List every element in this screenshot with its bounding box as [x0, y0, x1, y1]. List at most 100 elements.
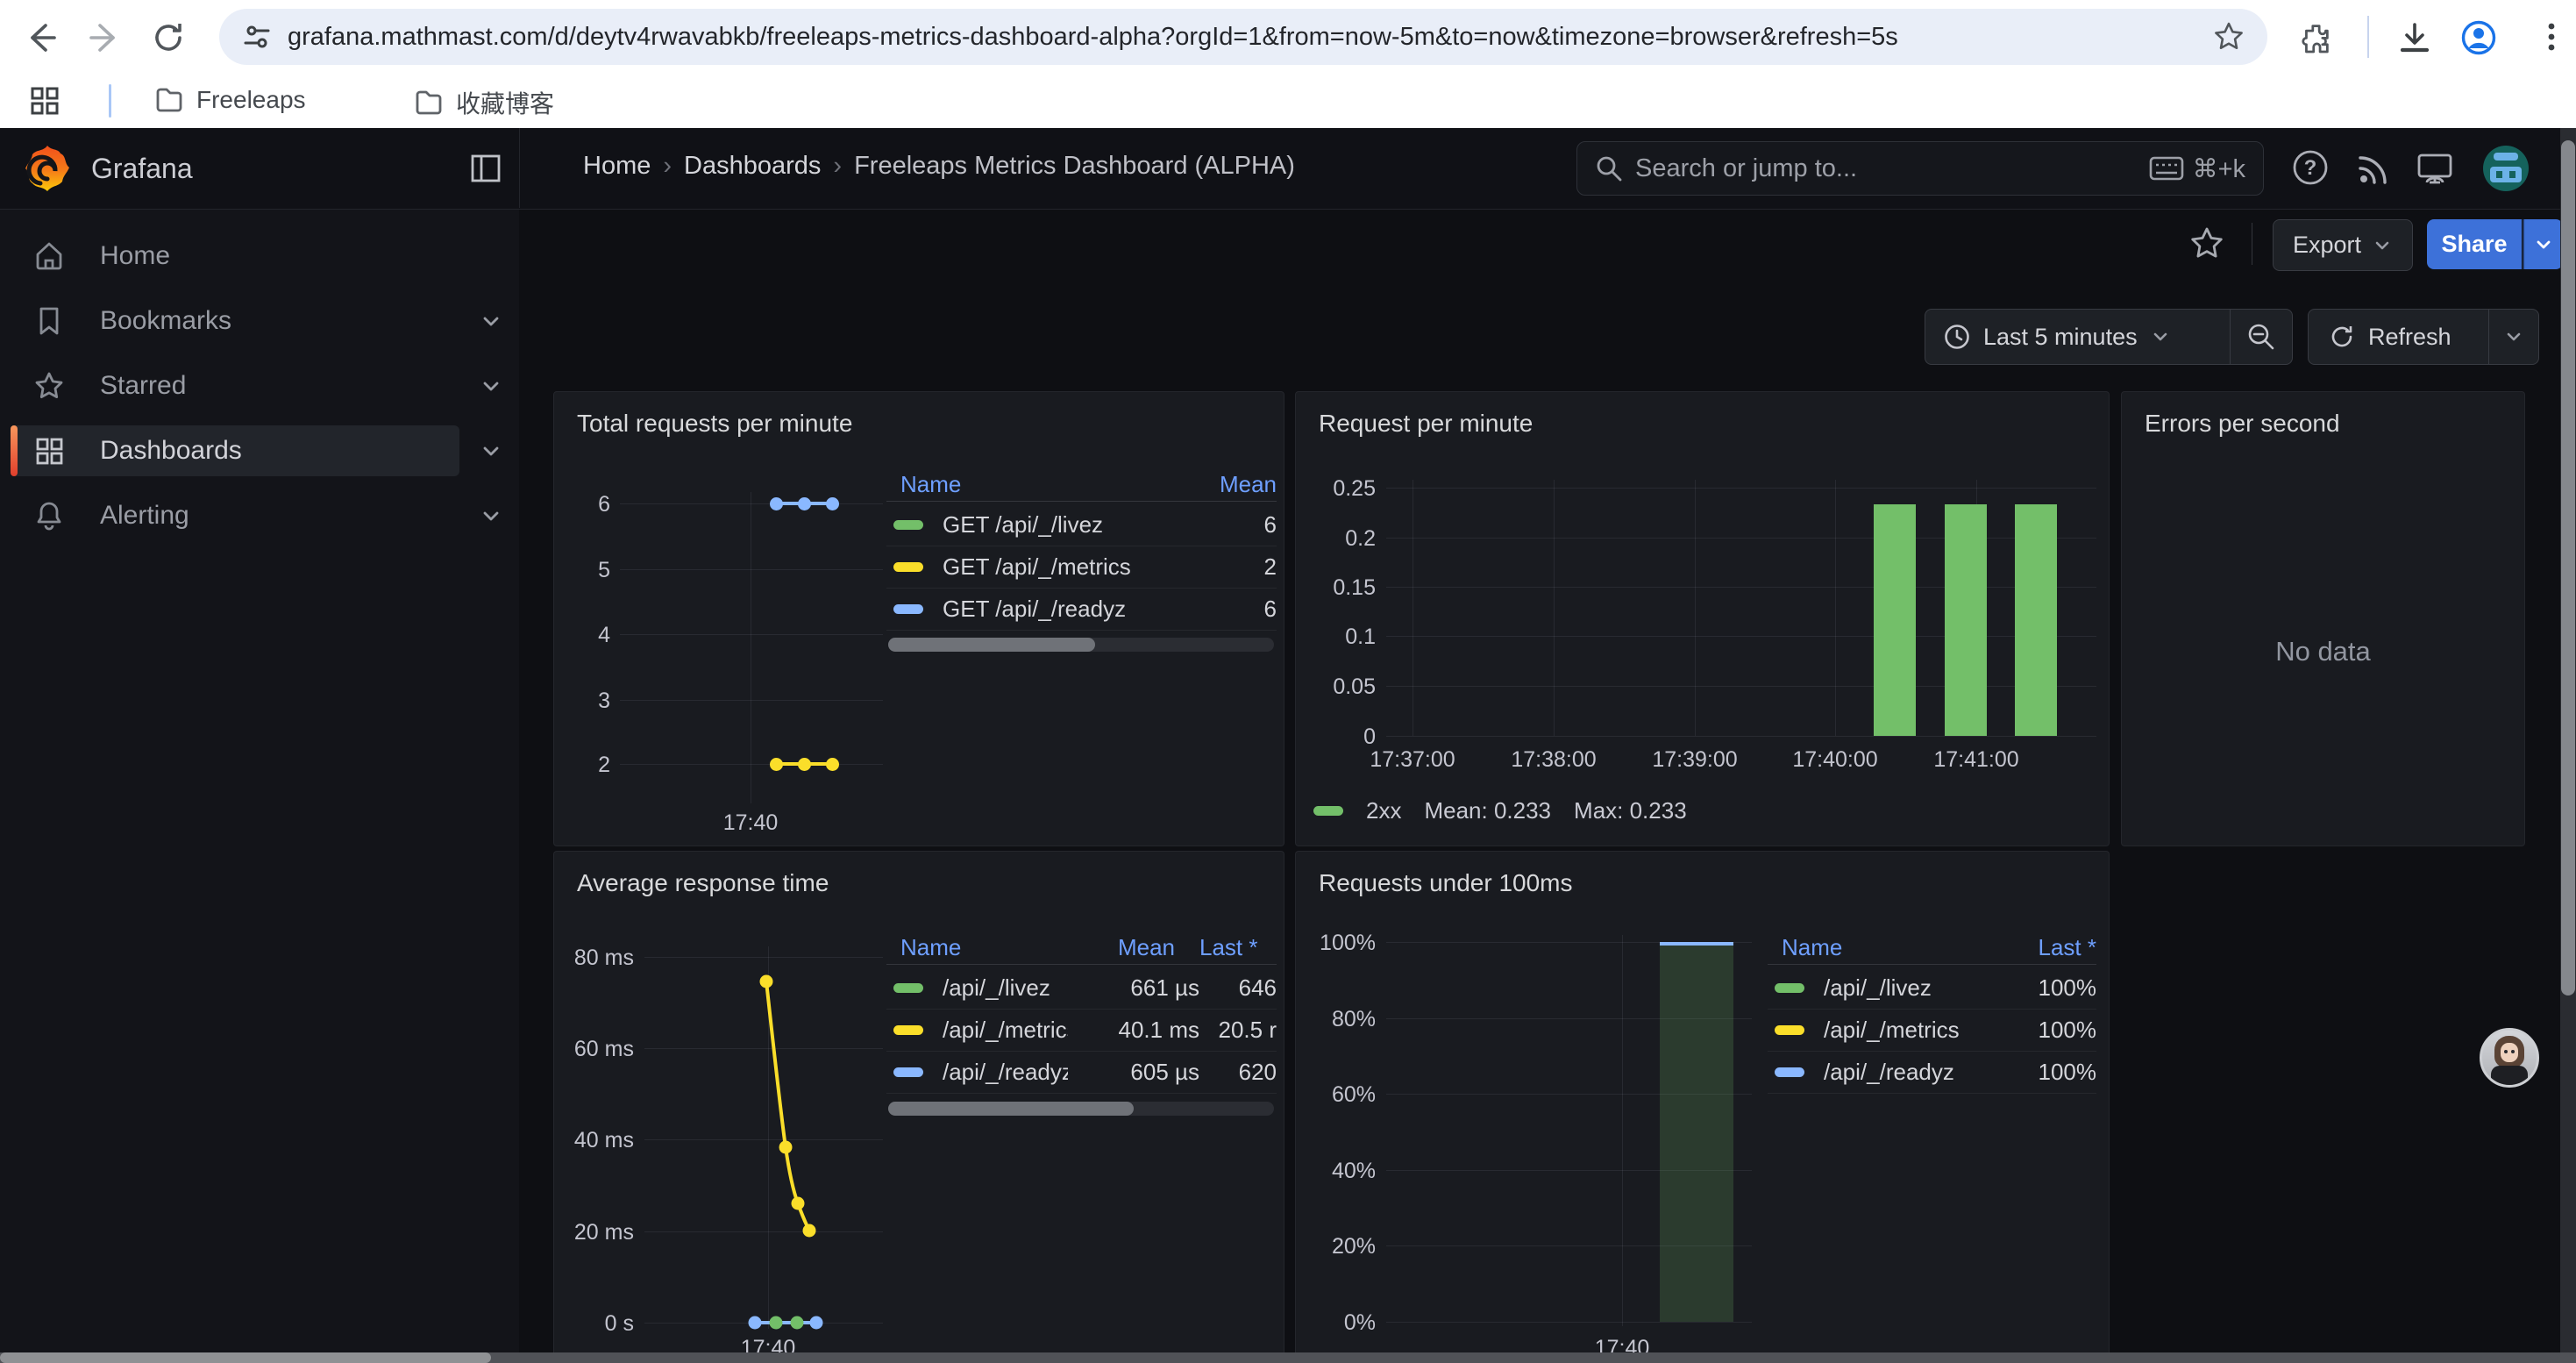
y-tick: 40%	[1331, 1159, 1376, 1183]
legend-row[interactable]: /api/_/metrics 40.1 ms 20.5 r	[886, 1010, 1277, 1052]
legend-col-name[interactable]: Name	[900, 470, 962, 497]
bar-2xx[interactable]	[1945, 504, 1987, 736]
breadcrumb-dashboards[interactable]: Dashboards	[684, 152, 822, 180]
legend-col-name[interactable]: Name	[1782, 933, 1843, 960]
sidebar-item-home[interactable]: Home	[0, 231, 519, 282]
x-tick: 17:41:00	[1933, 747, 2019, 772]
data-point[interactable]	[798, 758, 811, 771]
series-name[interactable]: /api/_/readyz	[1824, 1059, 1954, 1085]
panel-title[interactable]: Errors per second	[2145, 410, 2340, 437]
extensions-icon[interactable]	[2299, 21, 2332, 54]
series-name[interactable]: GET /api/_/metrics	[943, 553, 1131, 580]
time-range-picker[interactable]: Last 5 minutes	[1925, 323, 2230, 351]
data-point[interactable]	[798, 497, 811, 510]
legend-scrollbar-thumb[interactable]	[888, 1102, 1134, 1116]
series-name[interactable]: 2xx	[1366, 797, 1402, 824]
download-icon[interactable]	[2397, 21, 2432, 56]
bookmark-star-icon[interactable]	[2213, 21, 2245, 53]
news-rss-icon[interactable]	[2355, 149, 2394, 188]
apps-grid-icon[interactable]	[30, 86, 60, 116]
data-point[interactable]	[770, 497, 783, 510]
refresh-interval-button[interactable]	[2489, 326, 2538, 347]
browser-menu-icon[interactable]	[2534, 19, 2569, 54]
legend-col-last[interactable]: Last *	[1199, 933, 1258, 960]
chevron-down-icon[interactable]	[479, 503, 503, 528]
bookmark-folder-freeleaps[interactable]: Freeleaps	[154, 85, 306, 115]
series-name[interactable]: GET /api/_/readyz	[943, 596, 1127, 622]
help-icon[interactable]: ?	[2290, 147, 2330, 188]
legend-row[interactable]: /api/_/metrics 100%	[1768, 1010, 2096, 1052]
group-divider	[2488, 310, 2489, 364]
chevron-down-icon[interactable]	[479, 309, 503, 333]
browser-profile-icon[interactable]	[2460, 19, 2497, 56]
series-name[interactable]: /api/_/readyz	[943, 1059, 1068, 1085]
sidebar-label: Dashboards	[100, 436, 242, 465]
topnav-left: Grafana	[0, 128, 520, 208]
no-data-message: No data	[2275, 636, 2371, 667]
bar-2xx[interactable]	[2015, 504, 2057, 736]
back-icon[interactable]	[25, 21, 58, 54]
legend-row[interactable]: /api/_/livez 100%	[1768, 967, 2096, 1010]
search-input[interactable]: Search or jump to... ⌘+k	[1576, 141, 2264, 196]
brand-name[interactable]: Grafana	[91, 153, 193, 184]
grafana-logo[interactable]	[23, 144, 72, 193]
breadcrumb-home[interactable]: Home	[583, 152, 651, 180]
series-name[interactable]: /api/_/livez	[943, 974, 1050, 1001]
folder-icon	[156, 88, 182, 112]
url-text[interactable]: grafana.mathmast.com/d/deytv4rwavabkb/fr…	[288, 22, 1898, 51]
zoom-out-button[interactable]	[2231, 322, 2292, 352]
legend-col-name[interactable]: Name	[900, 933, 962, 960]
gridline	[1386, 686, 2096, 687]
share-button[interactable]: Share	[2427, 219, 2522, 269]
horizontal-scrollbar-thumb[interactable]	[0, 1352, 491, 1363]
series-name[interactable]: /api/_/metrics	[1824, 1017, 1960, 1043]
legend-row[interactable]: GET /api/_/metrics 2	[886, 546, 1277, 589]
legend-col-mean[interactable]: Mean	[1219, 470, 1277, 497]
panel-title[interactable]: Total requests per minute	[577, 410, 853, 437]
legend-row[interactable]: /api/_/livez 661 µs 646	[886, 967, 1277, 1010]
export-button[interactable]: Export	[2273, 219, 2413, 271]
kiosk-monitor-icon[interactable]	[2415, 149, 2455, 189]
sidebar-item-starred[interactable]: Starred	[0, 360, 519, 411]
user-avatar[interactable]	[2483, 146, 2529, 191]
breadcrumb: Home › Dashboards › Freeleaps Metrics Da…	[583, 152, 1295, 181]
panel-title[interactable]: Request per minute	[1319, 410, 1534, 437]
legend-row[interactable]: GET /api/_/readyz 6	[886, 589, 1277, 631]
site-settings-icon[interactable]	[242, 22, 272, 52]
series-name[interactable]: /api/_/livez	[1824, 974, 1932, 1001]
url-bar[interactable]: grafana.mathmast.com/d/deytv4rwavabkb/fr…	[219, 9, 2267, 65]
x-tick: 17:39:00	[1652, 747, 1738, 772]
sidebar-item-dashboards[interactable]: Dashboards	[0, 425, 519, 476]
chevron-down-icon[interactable]	[479, 439, 503, 463]
panel-title[interactable]: Average response time	[577, 869, 829, 896]
legend-col-last[interactable]: Last *	[2038, 933, 2097, 960]
bookmark-folder-blogs[interactable]: 收藏博客	[414, 85, 554, 120]
legend-scrollbar-thumb[interactable]	[888, 638, 1095, 652]
assistant-avatar[interactable]	[2480, 1028, 2539, 1088]
reload-icon[interactable]	[151, 20, 186, 55]
legend-row[interactable]: GET /api/_/livez 6	[886, 504, 1277, 546]
data-point[interactable]	[770, 758, 783, 771]
breadcrumb-separator: ›	[833, 152, 843, 180]
favorite-dashboard-icon[interactable]	[2188, 225, 2225, 261]
vertical-scrollbar-thumb[interactable]	[2561, 140, 2575, 995]
series-name[interactable]: GET /api/_/livez	[943, 511, 1104, 538]
share-menu-button[interactable]	[2523, 219, 2563, 269]
panel-title[interactable]: Requests under 100ms	[1319, 869, 1573, 896]
sidebar-toggle-icon[interactable]	[468, 151, 503, 186]
series-name[interactable]: /api/_/metrics	[943, 1017, 1068, 1043]
legend-row[interactable]: /api/_/readyz 100%	[1768, 1052, 2096, 1094]
data-point[interactable]	[826, 758, 839, 771]
sidebar-item-bookmarks[interactable]: Bookmarks	[0, 296, 519, 346]
data-point[interactable]	[826, 497, 839, 510]
refresh-button[interactable]: Refresh	[2309, 323, 2488, 351]
chevron-down-icon[interactable]	[479, 374, 503, 398]
horizontal-scrollbar-track[interactable]	[0, 1352, 2576, 1363]
legend-col-mean[interactable]: Mean	[1117, 933, 1175, 960]
bar-2xx[interactable]	[1874, 504, 1916, 736]
sidebar-item-alerting[interactable]: Alerting	[0, 490, 519, 541]
area-series-100pct[interactable]	[1660, 942, 1733, 1322]
breadcrumb-separator: ›	[663, 152, 672, 180]
legend-row[interactable]: /api/_/readyz 605 µs 620	[886, 1052, 1277, 1094]
forward-icon[interactable]	[88, 21, 121, 54]
